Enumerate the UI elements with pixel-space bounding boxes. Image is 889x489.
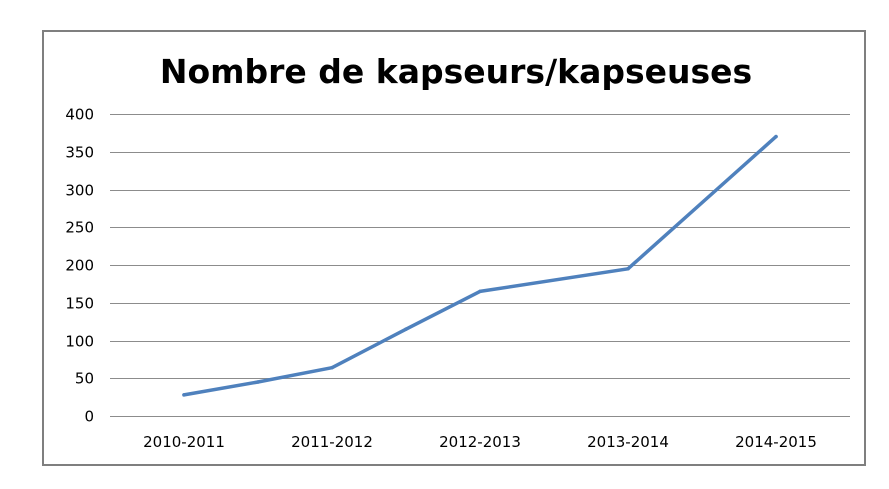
- x-tick-label: 2012-2013: [439, 433, 521, 451]
- y-tick-label: 350: [65, 144, 94, 162]
- chart-title: Nombre de kapseurs/kapseuses: [159, 52, 753, 91]
- y-tick-label: 400: [65, 106, 94, 124]
- x-axis-tick-labels: 2010-2011 2011-2012 2012-2013 2013-2014 2014…: [143, 433, 817, 451]
- y-tick-label: 50: [75, 370, 94, 388]
- series: [182, 134, 778, 397]
- gridlines: [110, 114, 850, 417]
- x-tick-label: 2013-2014: [587, 433, 669, 451]
- data-point: [404, 327, 408, 331]
- data-point: [330, 365, 334, 370]
- x-tick-label: 2011-2012: [291, 433, 373, 451]
- y-tick-label: 150: [65, 295, 94, 313]
- y-tick-label: 0: [84, 408, 94, 426]
- data-point: [626, 267, 630, 271]
- y-axis-tick-labels: 0 50 100 150 200 250 300 350 400: [65, 106, 94, 426]
- y-tick-label: 200: [65, 257, 94, 275]
- data-point: [478, 289, 482, 294]
- chart-frame: Nombre de kapseurs/kapseuses: [42, 30, 866, 466]
- data-point: [182, 393, 186, 397]
- y-tick-label: 100: [65, 333, 94, 351]
- x-tick-label: 2010-2011: [143, 433, 225, 451]
- data-point: [256, 380, 260, 384]
- y-tick-label: 250: [65, 219, 94, 237]
- data-point: [774, 134, 778, 139]
- y-tick-label: 300: [65, 182, 94, 200]
- x-tick-label: 2014-2015: [735, 433, 817, 451]
